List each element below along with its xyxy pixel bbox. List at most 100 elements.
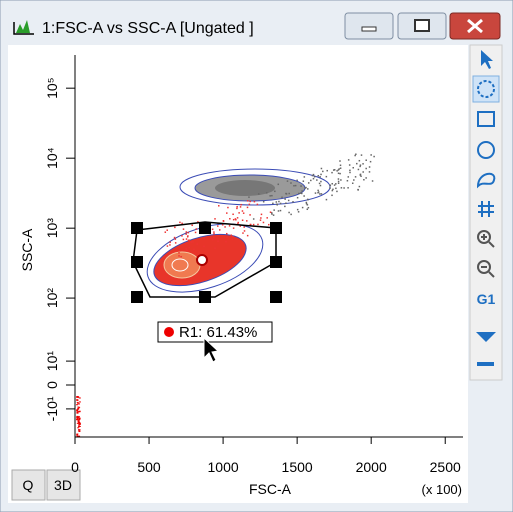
event-dot <box>77 427 80 429</box>
event-dot <box>185 249 188 251</box>
quadrant-tool[interactable] <box>478 201 494 217</box>
event-dot <box>348 164 351 166</box>
zoom-in-tool[interactable] <box>477 230 491 244</box>
event-dot <box>333 184 336 186</box>
event-dot <box>78 429 81 431</box>
x-tick-label: 1000 <box>208 459 239 475</box>
event-dot <box>252 223 255 226</box>
rectangle-tool[interactable] <box>477 111 495 127</box>
event-dot <box>365 167 367 170</box>
event-dot <box>335 183 337 185</box>
event-dot <box>190 241 193 243</box>
event-dot <box>277 210 280 212</box>
event-dot <box>365 177 367 179</box>
event-dot <box>343 187 345 189</box>
polygon-tool[interactable] <box>477 80 495 98</box>
event-dot <box>369 160 372 163</box>
gate-color-dot <box>164 327 174 337</box>
event-dot <box>273 209 275 211</box>
event-dot <box>246 200 249 202</box>
event-dot <box>317 189 319 192</box>
q-button[interactable] <box>11 469 46 501</box>
event-dot <box>300 192 303 195</box>
event-dot <box>298 192 300 195</box>
event-dot <box>243 226 245 228</box>
app-icon <box>13 22 34 35</box>
event-dot <box>353 179 355 181</box>
event-dot <box>191 224 193 227</box>
event-dot <box>279 202 282 205</box>
3d-button-label: 3D <box>54 477 72 493</box>
event-dot <box>232 213 234 216</box>
y-axis-label: SSC-A <box>19 228 35 271</box>
event-dot <box>310 179 312 182</box>
ellipse-tool[interactable] <box>477 141 495 159</box>
event-dot <box>362 171 364 173</box>
group-button[interactable]: G1 <box>477 291 496 307</box>
event-dot <box>318 182 321 185</box>
event-dot <box>185 247 187 250</box>
event-dot <box>313 175 316 178</box>
zoom-out-tool[interactable] <box>477 260 491 274</box>
event-dot <box>337 178 340 180</box>
event-dot <box>76 412 79 414</box>
event-dot <box>288 192 290 195</box>
event-dot <box>288 211 290 214</box>
3d-button[interactable] <box>46 469 81 501</box>
event-dot <box>78 410 81 412</box>
expand-button[interactable] <box>476 332 496 342</box>
event-dot <box>218 205 220 207</box>
event-dot <box>246 206 249 209</box>
event-dot <box>301 206 304 209</box>
event-dot <box>362 163 364 165</box>
event-dot <box>351 182 354 185</box>
event-dot <box>347 176 350 178</box>
event-dot <box>173 236 176 239</box>
freehand-tool[interactable] <box>476 172 496 189</box>
event-dot <box>181 222 183 225</box>
y-tick-label: 10⁴ <box>44 147 60 169</box>
event-dot <box>287 199 290 202</box>
event-dot <box>78 417 81 419</box>
event-dot <box>224 226 226 228</box>
event-dot <box>188 246 191 249</box>
gate-center[interactable] <box>196 254 208 266</box>
event-dot <box>243 230 246 232</box>
event-dot <box>235 219 237 221</box>
event-dot <box>336 190 338 193</box>
event-dot <box>226 212 228 214</box>
event-dot <box>218 229 221 231</box>
plot-area <box>8 45 468 503</box>
event-dot <box>307 182 310 184</box>
event-dot <box>307 206 310 209</box>
event-dot <box>241 219 244 221</box>
collapse-button[interactable] <box>477 362 494 366</box>
gate-label-box[interactable] <box>157 321 273 343</box>
x-tick-label: 1500 <box>282 459 313 475</box>
event-dot <box>319 184 322 187</box>
event-dot <box>76 415 79 417</box>
event-dot <box>337 169 340 171</box>
minimize-button[interactable] <box>344 12 394 40</box>
event-dot <box>174 242 177 244</box>
event-dot <box>78 424 81 426</box>
event-dot <box>78 435 81 437</box>
event-dot <box>77 396 80 398</box>
event-dot <box>307 188 309 190</box>
pointer-tool[interactable] <box>481 50 493 69</box>
event-dot <box>192 241 194 243</box>
event-dot <box>260 217 262 219</box>
event-dot <box>196 243 198 245</box>
event-dot <box>339 167 342 169</box>
event-dot <box>358 159 361 162</box>
close-icon <box>467 18 483 34</box>
event-dot <box>296 179 298 182</box>
event-dot <box>232 227 235 229</box>
event-dot <box>237 221 239 224</box>
event-dot <box>346 179 349 182</box>
event-dot <box>333 169 336 171</box>
y-tick-label: 10² <box>44 288 60 309</box>
x-tick-label: 500 <box>137 459 161 475</box>
event-dot <box>260 213 263 216</box>
